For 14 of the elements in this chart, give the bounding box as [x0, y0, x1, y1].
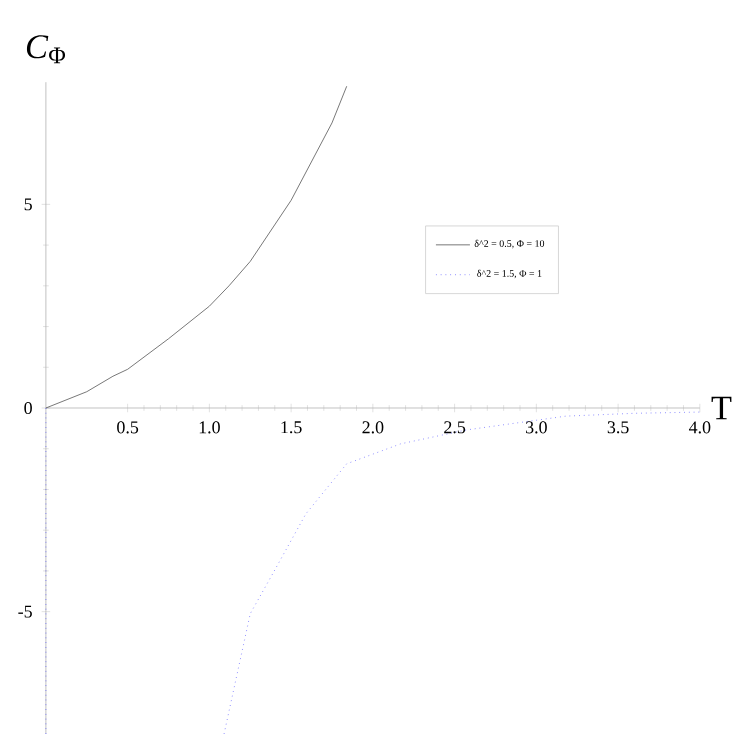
x-tick-label: 3.5	[607, 421, 629, 434]
y-tick-label: 0	[24, 401, 32, 415]
x-tick-label: 3.0	[525, 421, 547, 434]
x-axis-title: T	[711, 396, 732, 420]
x-tick-label: 1.5	[281, 421, 302, 434]
line-series	[45, 85, 348, 409]
x-tick-label: 2.5	[444, 421, 466, 434]
y-tick-label: 5	[24, 198, 32, 211]
x-tick-label: 1.0	[199, 421, 220, 434]
x-tick-label: 4.0	[688, 421, 711, 434]
y-axis-title: C$_{Φ}$	[26, 35, 66, 64]
y-tick-label: -5	[18, 605, 32, 618]
x-tick-label: 0.5	[117, 421, 139, 434]
x-tick-label: 2.0	[362, 421, 384, 434]
